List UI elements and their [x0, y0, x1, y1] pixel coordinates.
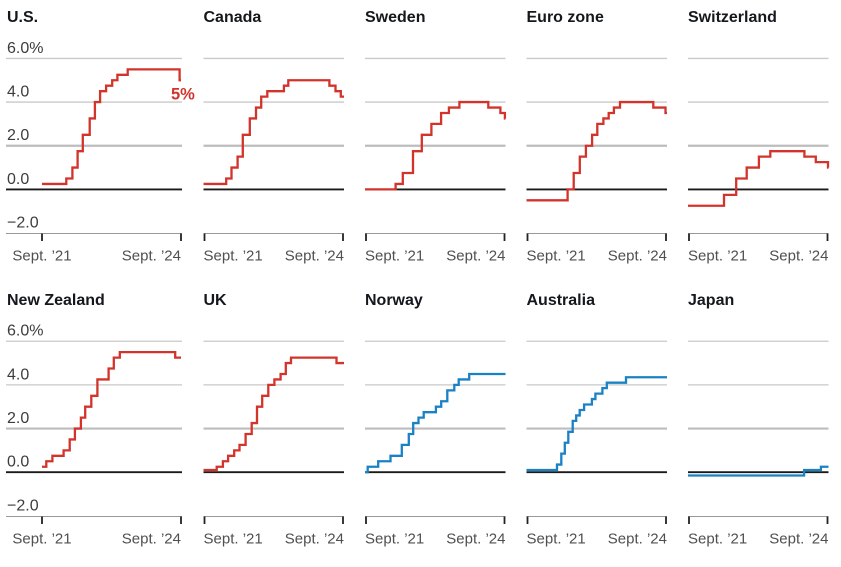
svg-text:Sept. ’24: Sept. ’24 — [285, 248, 344, 265]
svg-text:5%: 5% — [171, 86, 195, 104]
svg-text:Sept. ’24: Sept. ’24 — [769, 248, 828, 265]
svg-text:Norway: Norway — [365, 292, 423, 309]
svg-text:Sept. ’21: Sept. ’21 — [688, 248, 747, 265]
svg-text:−2.0: −2.0 — [7, 497, 39, 514]
svg-text:Sept. ’21: Sept. ’21 — [527, 531, 586, 548]
svg-text:−2.0: −2.0 — [7, 215, 39, 232]
svg-text:U.S.: U.S. — [7, 9, 38, 26]
svg-text:Australia: Australia — [527, 292, 596, 309]
svg-text:Sept. ’21: Sept. ’21 — [204, 531, 263, 548]
svg-text:Sept. ’24: Sept. ’24 — [122, 531, 181, 548]
svg-text:Sept. ’24: Sept. ’24 — [608, 248, 667, 265]
svg-text:Sept. ’24: Sept. ’24 — [446, 531, 505, 548]
svg-text:Euro zone: Euro zone — [527, 9, 604, 26]
svg-text:Sept. ’21: Sept. ’21 — [688, 531, 747, 548]
svg-text:6.0%: 6.0% — [7, 323, 43, 340]
svg-text:4.0: 4.0 — [7, 84, 29, 101]
svg-text:Sept. ’24: Sept. ’24 — [285, 531, 344, 548]
svg-text:Sept. ’21: Sept. ’21 — [365, 248, 424, 265]
svg-text:Switzerland: Switzerland — [688, 9, 777, 26]
svg-text:Sept. ’24: Sept. ’24 — [769, 531, 828, 548]
svg-text:4.0: 4.0 — [7, 366, 29, 383]
svg-text:Sept. ’21: Sept. ’21 — [12, 248, 71, 265]
svg-text:Sept. ’24: Sept. ’24 — [608, 531, 667, 548]
svg-text:Canada: Canada — [204, 9, 262, 26]
svg-text:UK: UK — [204, 292, 228, 309]
svg-text:Sweden: Sweden — [365, 9, 425, 26]
svg-text:0.0: 0.0 — [7, 454, 29, 471]
svg-text:New Zealand: New Zealand — [7, 292, 105, 309]
svg-text:Sept. ’24: Sept. ’24 — [446, 248, 505, 265]
svg-text:2.0: 2.0 — [7, 127, 29, 144]
svg-text:Sept. ’24: Sept. ’24 — [122, 248, 181, 265]
svg-text:Sept. ’21: Sept. ’21 — [365, 531, 424, 548]
svg-text:Sept. ’21: Sept. ’21 — [204, 248, 263, 265]
svg-text:Japan: Japan — [688, 292, 734, 309]
svg-text:6.0%: 6.0% — [7, 40, 43, 57]
svg-text:Sept. ’21: Sept. ’21 — [527, 248, 586, 265]
svg-text:0.0: 0.0 — [7, 171, 29, 188]
svg-text:Sept. ’21: Sept. ’21 — [12, 531, 71, 548]
svg-text:2.0: 2.0 — [7, 410, 29, 427]
